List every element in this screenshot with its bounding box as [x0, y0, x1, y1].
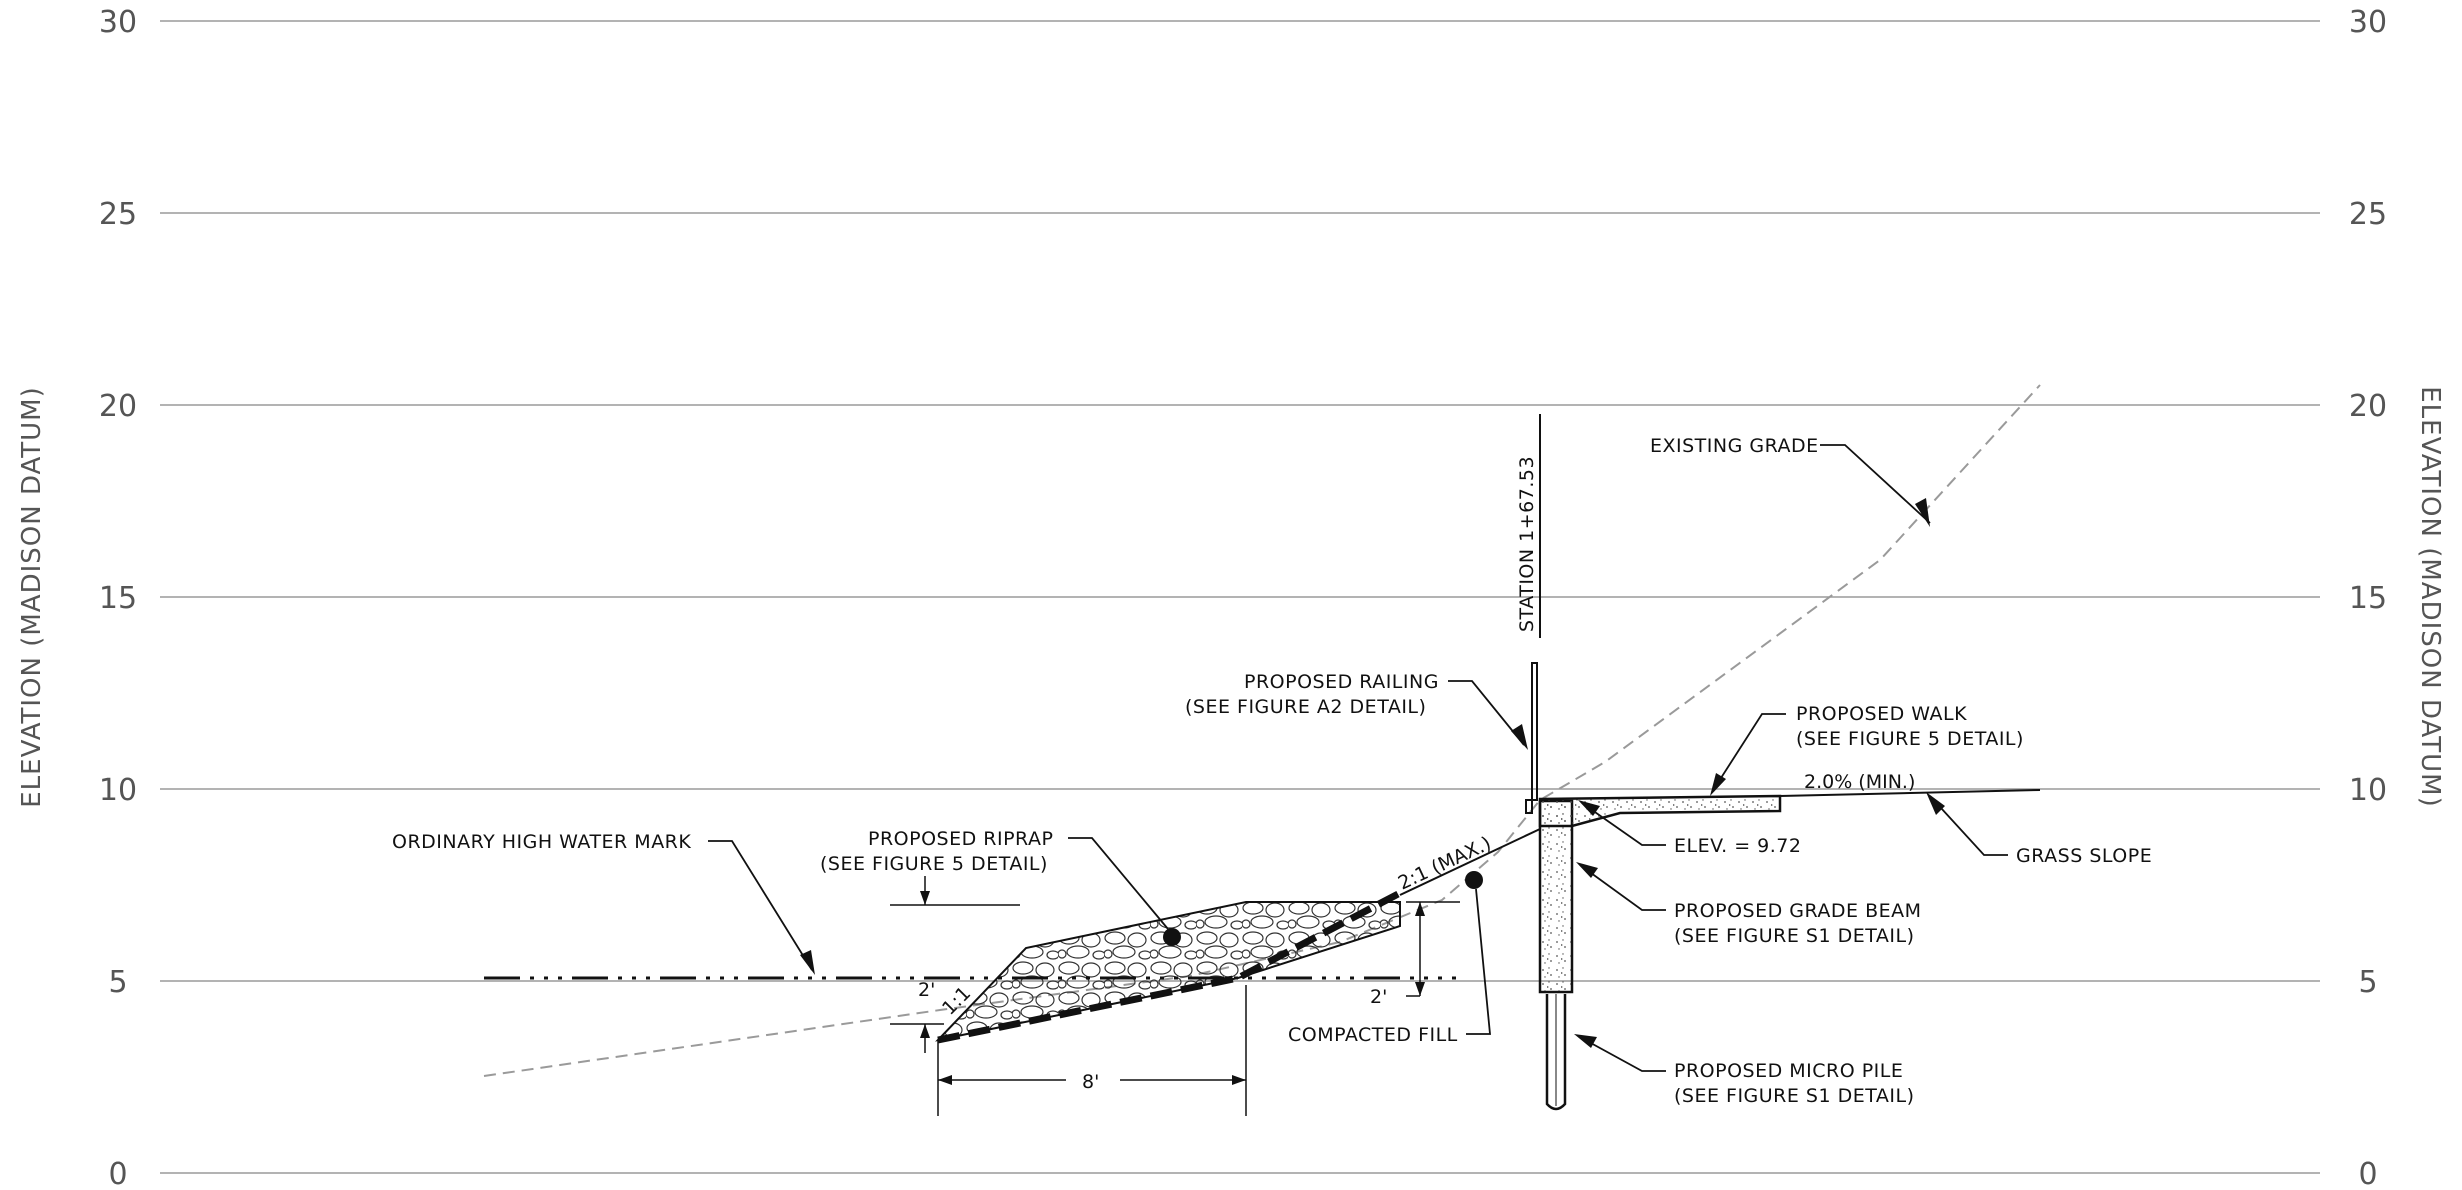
dim-arrow-left-top: [920, 891, 930, 905]
left-axis-title: ELEVATION (MADISON DATUM): [17, 386, 47, 808]
dim-arrow-right-top: [1415, 902, 1425, 916]
micro-pile-label-line1: PROPOSED MICRO PILE: [1674, 1060, 1903, 1082]
walk-label-line1: PROPOSED WALK: [1796, 703, 1967, 725]
riprap-label-line2: (SEE FIGURE 5 DETAIL): [820, 853, 1048, 875]
right-tick-25: 25: [2349, 197, 2387, 232]
compacted-fill-leader: [1466, 888, 1491, 1035]
walk-arrowhead: [1710, 773, 1726, 796]
grade-beam-label-line2: (SEE FIGURE S1 DETAIL): [1674, 925, 1914, 947]
station-label: STATION 1+67.53: [1516, 456, 1538, 632]
elev-arrowhead: [1578, 800, 1600, 816]
left-tick-20: 20: [99, 389, 137, 424]
grade-beam-arrowhead: [1576, 862, 1598, 878]
dimension-2ft-left: [890, 876, 1020, 1053]
left-tick-5: 5: [108, 965, 127, 1000]
right-tick-15: 15: [2349, 581, 2387, 616]
left-tick-0: 0: [108, 1157, 127, 1190]
slope-percent-label: 2.0% (MIN.): [1804, 771, 1915, 793]
right-axis-ticks: 30 25 20 15 10 5 0: [2349, 5, 2387, 1190]
dimension-2ft-right: [1406, 901, 1460, 997]
riprap-fill: [935, 901, 1401, 1042]
compacted-fill-line: [937, 889, 1402, 1044]
right-tick-30: 30: [2349, 5, 2387, 40]
dimension-2ft-right-label: 2': [1370, 986, 1387, 1008]
dim-arrow-8ft-left: [938, 1075, 952, 1085]
dimension-8ft-label: 8': [1082, 1071, 1099, 1093]
right-tick-0: 0: [2358, 1157, 2377, 1190]
left-axis-ticks: 30 25 20 15 10 5 0: [99, 5, 137, 1190]
grass-slope-arrowhead: [1926, 792, 1945, 815]
ohwm-arrowhead: [800, 950, 815, 975]
railing-arrowhead: [1511, 724, 1528, 750]
existing-grade-label: EXISTING GRADE: [1650, 435, 1819, 457]
grass-slope-line: [1779, 789, 2041, 797]
dimension-8ft: [937, 985, 1247, 1116]
dim-arrow-left-bottom: [920, 1024, 930, 1038]
railing-label-line1: PROPOSED RAILING: [1244, 671, 1439, 693]
right-tick-10: 10: [2349, 773, 2387, 808]
grass-slope-label: GRASS SLOPE: [2016, 845, 2152, 867]
dim-arrow-8ft-right: [1232, 1075, 1246, 1085]
existing-grade-leader: [1820, 444, 1931, 524]
left-tick-30: 30: [99, 5, 137, 40]
compacted-fill-label: COMPACTED FILL: [1288, 1024, 1458, 1046]
existing-grade-arrowhead: [1915, 498, 1930, 527]
grid-lines: [160, 20, 2320, 1174]
riprap-label-line1: PROPOSED RIPRAP: [868, 828, 1053, 850]
railing-leader: [1448, 680, 1525, 746]
grade-beam-label-line1: PROPOSED GRADE BEAM: [1674, 900, 1922, 922]
micro-pile-arrowhead: [1574, 1034, 1597, 1048]
riprap-leader: [1068, 837, 1169, 930]
fill-marker-dot: [1465, 871, 1483, 889]
walk-leader: [1711, 713, 1786, 793]
grade-beam: [1538, 799, 1574, 994]
right-axis-title: ELEVATION (MADISON DATUM): [2415, 386, 2445, 808]
left-tick-15: 15: [99, 581, 137, 616]
ohwm-leader: [708, 840, 813, 971]
dimension-2ft-left-label: 2': [918, 979, 935, 1001]
elev-leader: [1581, 802, 1666, 846]
walk-label-line2: (SEE FIGURE 5 DETAIL): [1796, 728, 2024, 750]
riprap-marker-dot: [1163, 928, 1181, 946]
left-tick-25: 25: [99, 197, 137, 232]
walk-slab: [1538, 794, 1782, 828]
railing-label-line2: (SEE FIGURE A2 DETAIL): [1185, 696, 1426, 718]
dim-arrow-right-bottom: [1415, 982, 1425, 996]
right-tick-20: 20: [2349, 389, 2387, 424]
railing: [1525, 662, 1538, 814]
grass-slope-leader: [1929, 795, 2008, 856]
elev-label: ELEV. = 9.72: [1674, 835, 1802, 857]
left-tick-10: 10: [99, 773, 137, 808]
micro-pile-label-line2: (SEE FIGURE S1 DETAIL): [1674, 1085, 1914, 1107]
ohwm-label: ORDINARY HIGH WATER MARK: [392, 831, 691, 853]
grade-beam-leader: [1579, 864, 1666, 911]
slope-line-2-1: [1399, 828, 1541, 896]
micro-pile-leader: [1577, 1035, 1666, 1072]
right-tick-5: 5: [2358, 965, 2377, 1000]
